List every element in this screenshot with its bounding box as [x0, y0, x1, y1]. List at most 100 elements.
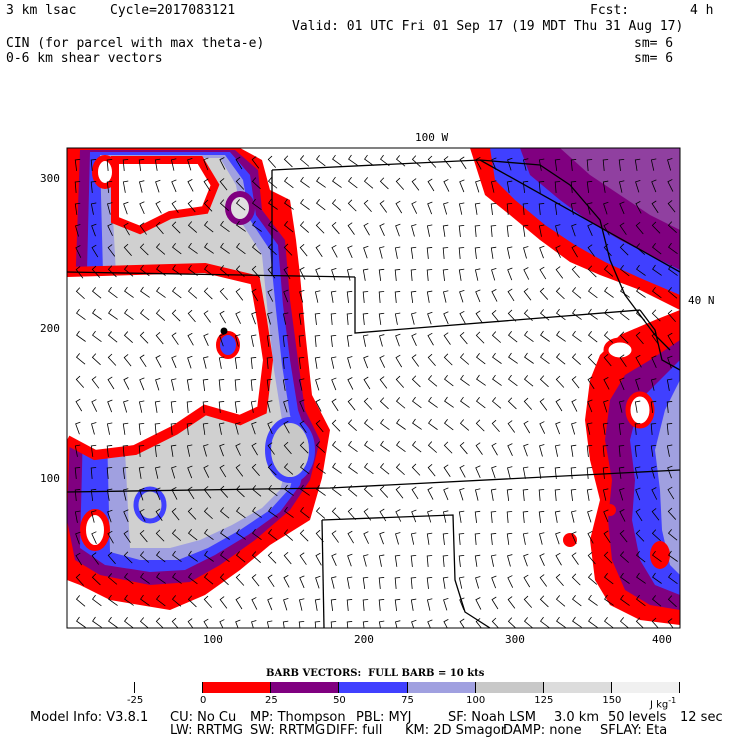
wind-barb: [363, 508, 372, 521]
wind-barb: [523, 420, 531, 434]
wind-barb: [251, 265, 261, 278]
wind-barb: [220, 242, 230, 254]
wind-barb: [346, 576, 353, 589]
wind-barb: [635, 377, 641, 391]
wind-barb: [619, 377, 625, 391]
y-tick-label: 300: [40, 172, 60, 185]
wind-barb: [667, 179, 674, 192]
wind-barb: [587, 223, 593, 237]
wind-barb: [411, 375, 421, 388]
wind-barb: [330, 598, 337, 611]
wind-barb: [186, 444, 193, 457]
wind-barb: [651, 487, 658, 500]
wind-barb: [363, 554, 369, 567]
wind-barb: [347, 507, 356, 520]
wind-barb: [491, 419, 500, 433]
wind-barb: [107, 244, 116, 257]
wind-barb: [475, 618, 482, 628]
wind-barb: [283, 399, 289, 413]
wind-barb: [506, 180, 513, 193]
wind-barb: [395, 333, 401, 347]
wind-barb: [443, 618, 449, 628]
wind-barb: [651, 309, 661, 322]
wind-barb: [618, 445, 625, 457]
wind-barb: [252, 198, 262, 211]
wind-barb: [75, 245, 82, 258]
wind-barb: [74, 444, 81, 457]
wind-barb: [123, 400, 129, 413]
wind-barb: [90, 444, 97, 457]
wind-barb: [570, 181, 577, 193]
wind-barb: [458, 533, 465, 545]
wind-barb: [170, 378, 177, 391]
wind-barb: [250, 334, 257, 347]
wind-barb: [555, 552, 562, 566]
wind-barb: [539, 266, 547, 280]
wind-barb: [267, 312, 273, 325]
wind-barb: [556, 330, 566, 342]
wind-barb: [299, 290, 305, 303]
wind-barb: [668, 264, 678, 276]
wind-barb: [283, 176, 294, 189]
wind-barb: [603, 509, 609, 523]
wind-barb: [490, 225, 497, 237]
wind-barb: [475, 156, 482, 170]
colorbar-cell: [67, 682, 136, 693]
wind-barb: [346, 599, 353, 611]
wind-barb: [554, 489, 561, 501]
wind-barb: [331, 244, 338, 258]
wind-barb: [459, 618, 465, 628]
wind-barb: [171, 595, 182, 607]
wind-barb: [186, 401, 193, 413]
wind-barb: [460, 374, 470, 386]
wind-barb: [604, 308, 614, 320]
wind-barb: [443, 202, 449, 215]
wind-barb: [300, 198, 310, 210]
wind-barb: [203, 486, 212, 499]
wind-barb: [186, 423, 193, 435]
wind-barb: [603, 222, 610, 236]
wind-barb: [474, 225, 481, 237]
wind-barb: [219, 443, 225, 457]
wind-barb: [283, 463, 294, 475]
wind-barb: [92, 308, 102, 320]
wind-barb: [282, 378, 289, 391]
wind-barb: [108, 616, 118, 628]
wind-barb: [91, 287, 102, 299]
colorbar-cell: [271, 682, 340, 693]
field-title-cin: CIN (for parcel with max theta-e): [6, 36, 265, 51]
field-title-shear: 0-6 km shear vectors: [6, 51, 163, 66]
wind-barb: [555, 595, 566, 607]
wind-barb: [651, 332, 659, 345]
wind-barb: [139, 617, 149, 628]
wind-barb: [267, 463, 277, 476]
wind-barb: [251, 597, 258, 610]
wind-barb: [220, 550, 230, 563]
wind-barb: [107, 265, 117, 278]
wind-barb: [459, 179, 465, 193]
wind-barb: [618, 400, 625, 413]
wind-barb: [155, 200, 162, 214]
wind-barb: [459, 310, 466, 324]
wind-barb: [411, 441, 422, 453]
wind-barb: [122, 466, 129, 479]
x-tick-label: 400: [652, 633, 672, 646]
wind-barb: [522, 158, 529, 171]
wind-barb: [251, 551, 261, 563]
wind-barb: [458, 224, 465, 237]
wind-barb: [299, 399, 305, 413]
wind-barb: [284, 506, 294, 518]
wind-barb: [202, 356, 209, 369]
wind-barb: [379, 463, 390, 475]
wind-barb: [283, 420, 290, 434]
wind-barb: [346, 290, 353, 303]
wind-barb: [347, 419, 357, 431]
wind-barb: [668, 242, 678, 254]
wind-barb: [378, 577, 385, 589]
wind-barb: [154, 400, 161, 413]
wind-barb: [651, 243, 662, 255]
wind-barb: [443, 597, 449, 611]
wind-barb: [171, 529, 181, 541]
wind-barb: [426, 576, 433, 589]
wind-barb: [555, 375, 565, 388]
